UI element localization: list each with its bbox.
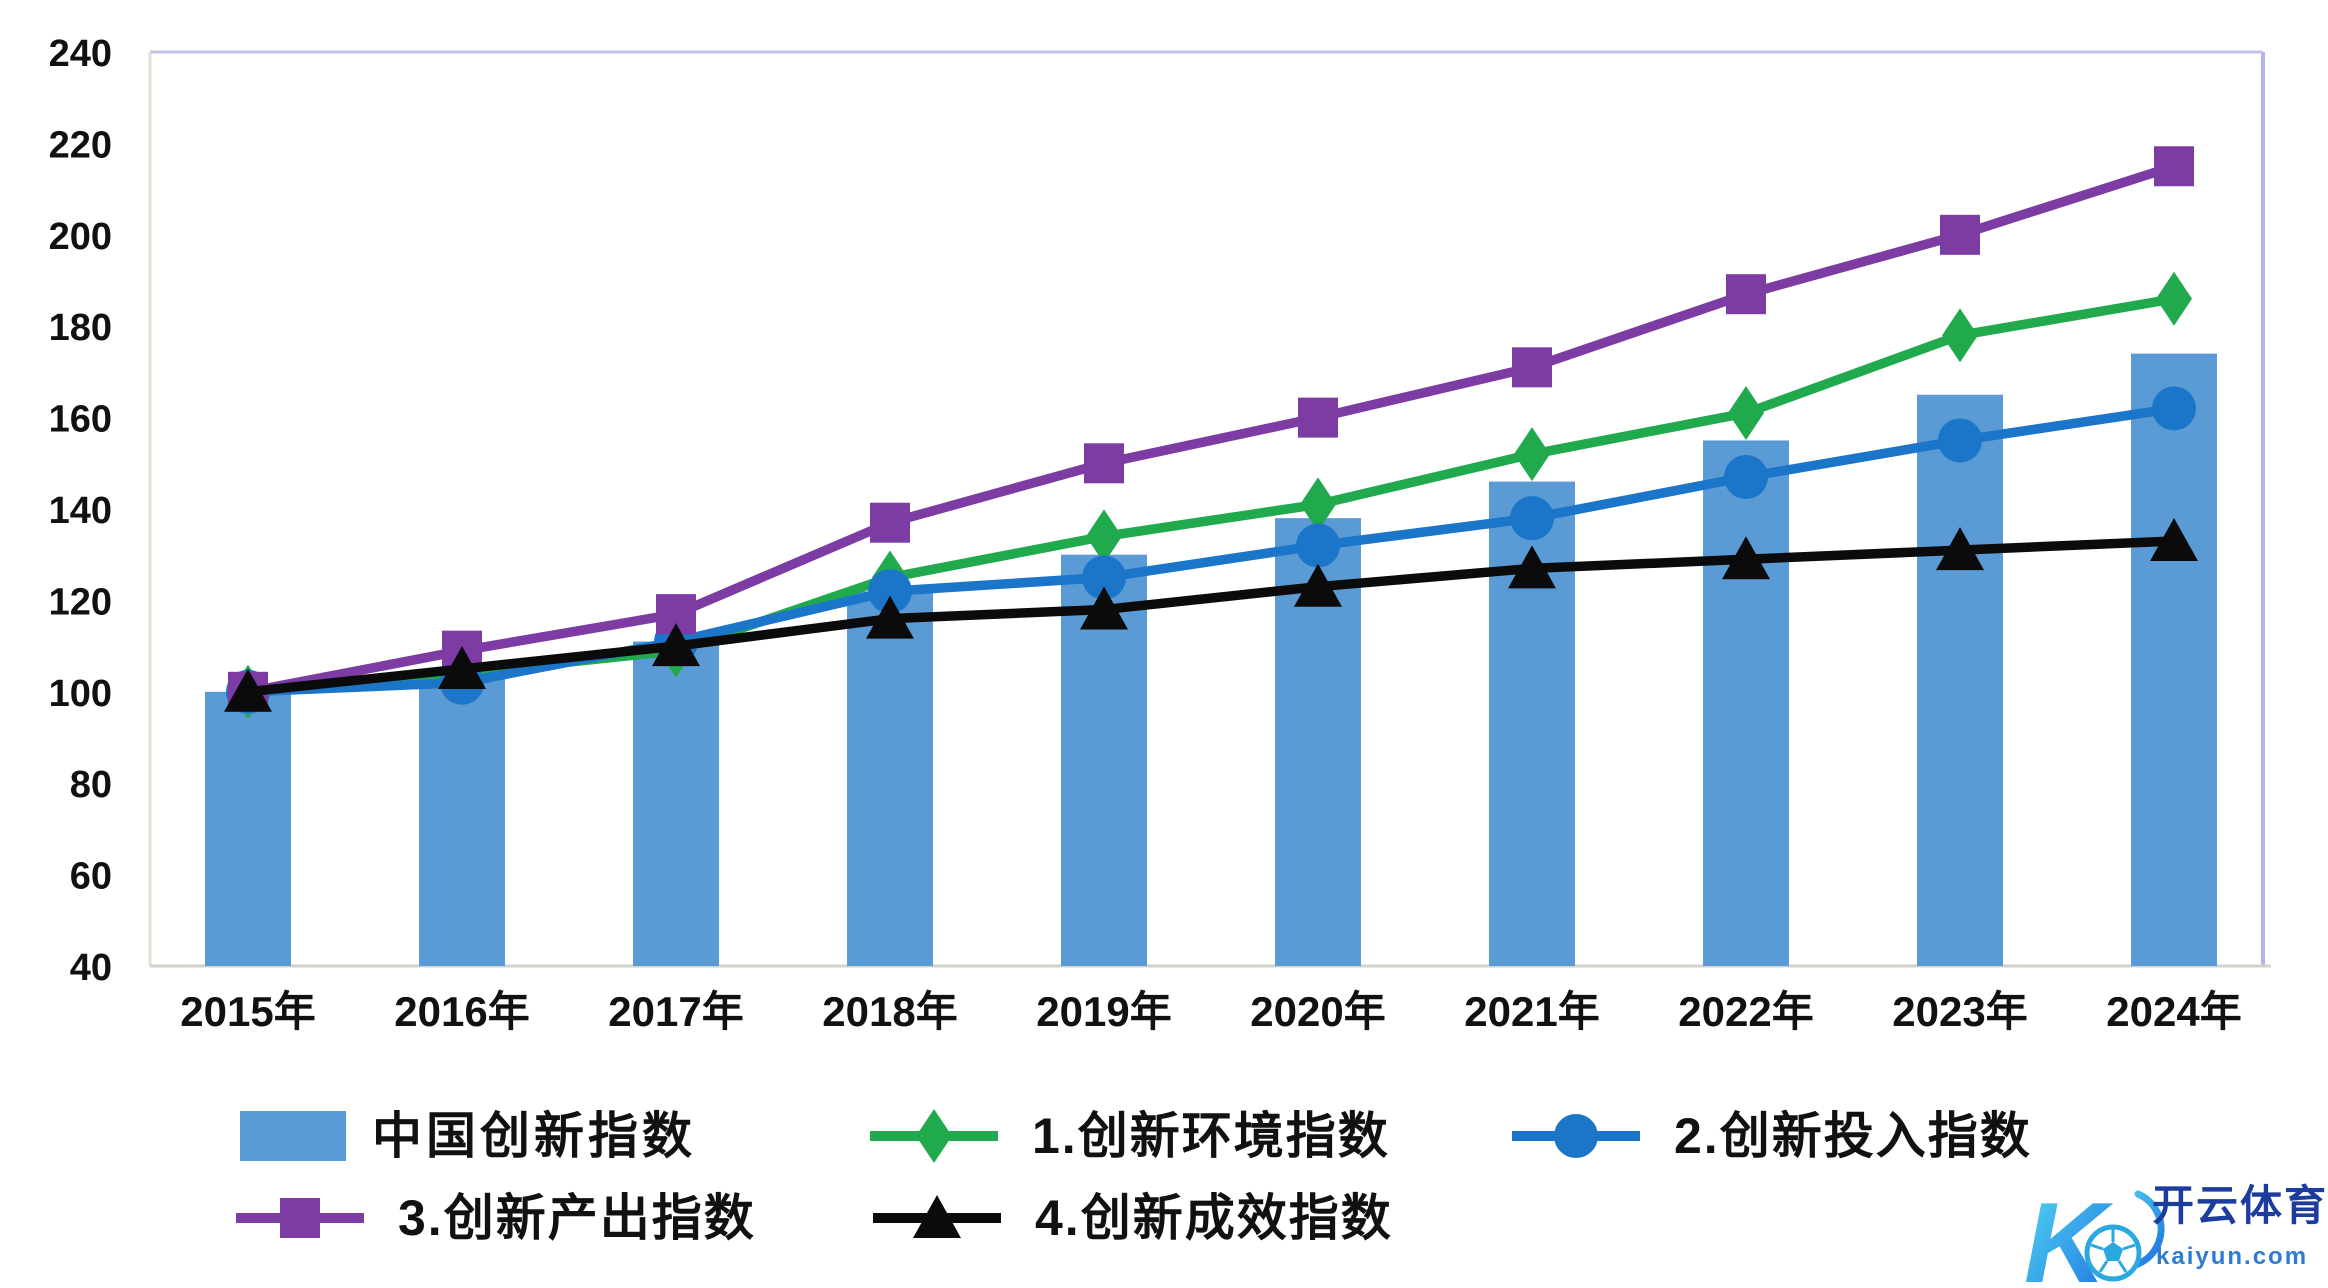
kaiyun-logo: K — [2024, 1180, 2165, 1288]
watermark[interactable]: K 开云体育 kaiyun.com — [2024, 1180, 2328, 1288]
x-axis: 2015年 2016年 2017年 2018年 2019年 2020年 2021… — [180, 988, 2241, 1035]
series-line — [243, 536, 2179, 697]
legend: 中国创新指数 1.创新环境指数 2.创新投入指数 3.创新产出指数 4.创新成效… — [236, 1108, 2032, 1246]
ball-seams — [2090, 1229, 2136, 1273]
bar — [419, 678, 505, 966]
line-series-3 — [228, 146, 2194, 712]
legend-label: 1.创新环境指数 — [1032, 1108, 1390, 1164]
x-axis-label: 2018年 — [822, 988, 957, 1035]
y-tick-label: 120 — [49, 581, 112, 623]
legend-label: 2.创新投入指数 — [1674, 1108, 2032, 1164]
diamond-marker — [1728, 386, 1764, 441]
y-tick-label: 240 — [49, 33, 112, 75]
legend-item: 2.创新投入指数 — [1512, 1108, 2032, 1164]
diamond-marker — [1300, 477, 1336, 532]
x-axis-label: 2015年 — [180, 988, 315, 1035]
y-tick-label: 80 — [70, 764, 112, 806]
y-tick-label: 60 — [70, 856, 112, 898]
bar-series — [205, 353, 2217, 966]
line-series-1 — [230, 271, 2192, 719]
legend-square-marker — [280, 1198, 320, 1238]
square-marker — [870, 502, 910, 543]
x-axis-label: 2019年 — [1036, 988, 1171, 1035]
y-tick-label: 180 — [49, 307, 112, 349]
circle-marker — [1938, 418, 1982, 463]
legend-label: 中国创新指数 — [372, 1108, 696, 1164]
x-axis-label: 2017年 — [608, 988, 743, 1035]
bar — [2131, 353, 2217, 966]
series-line — [243, 294, 2179, 697]
circle-marker — [1510, 496, 1554, 541]
diamond-marker — [1514, 427, 1550, 482]
legend-bar-swatch — [240, 1111, 346, 1161]
triangle-marker — [438, 645, 486, 689]
legend-item: 3.创新产出指数 — [236, 1190, 756, 1246]
y-tick-label: 200 — [49, 216, 112, 258]
legend-item: 1.创新环境指数 — [870, 1108, 1390, 1164]
legend-triangle-marker — [913, 1195, 961, 1238]
line-series-4 — [224, 517, 2198, 712]
square-marker — [2154, 146, 2194, 187]
watermark-domain: kaiyun.com — [2156, 1243, 2308, 1270]
square-marker — [1726, 274, 1766, 315]
triangle-marker — [1936, 527, 1984, 571]
x-axis-label: 2021年 — [1464, 988, 1599, 1035]
legend-item: 4.创新成效指数 — [873, 1190, 1393, 1246]
triangle-marker — [1294, 563, 1342, 607]
y-tick-label: 140 — [49, 490, 112, 532]
series-line — [243, 161, 2179, 697]
ball-pentagon — [2103, 1242, 2123, 1261]
y-tick-label: 160 — [49, 399, 112, 441]
square-marker — [1512, 347, 1552, 388]
x-axis-label: 2016年 — [394, 988, 529, 1035]
circle-marker — [1082, 555, 1126, 600]
triangle-marker — [1080, 586, 1128, 630]
circle-marker — [1296, 523, 1340, 568]
diamond-marker — [1942, 308, 1978, 363]
diamond-marker — [2156, 271, 2192, 326]
y-axis: 40 60 80 100 120 140 160 180 200 220 240 — [49, 33, 112, 989]
triangle-marker — [1722, 536, 1770, 580]
triangle-marker — [224, 668, 272, 712]
x-axis-label: 2023年 — [1892, 988, 2027, 1035]
legend-label: 3.创新产出指数 — [398, 1190, 756, 1246]
x-axis-label: 2024年 — [2106, 988, 2241, 1035]
y-tick-label: 100 — [49, 673, 112, 715]
triangle-marker — [866, 595, 914, 639]
triangle-marker — [1508, 545, 1556, 589]
x-axis-label: 2020年 — [1250, 988, 1385, 1035]
bar — [633, 641, 719, 966]
x-axis-label: 2022年 — [1678, 988, 1813, 1035]
legend-diamond-marker — [916, 1109, 952, 1163]
y-tick-label: 220 — [49, 124, 112, 166]
square-marker — [1084, 443, 1124, 484]
legend-circle-marker — [1554, 1114, 1598, 1158]
square-marker — [1298, 397, 1338, 438]
circle-marker — [2152, 386, 2196, 431]
circle-marker — [868, 569, 912, 614]
triangle-marker — [2150, 517, 2198, 561]
triangle-marker — [652, 623, 700, 667]
legend-label: 4.创新成效指数 — [1035, 1190, 1393, 1246]
square-marker — [1940, 214, 1980, 255]
bar — [1703, 440, 1789, 966]
legend-item: 中国创新指数 — [240, 1108, 696, 1164]
watermark-brand: 开云体育 — [2152, 1182, 2328, 1229]
bar — [205, 691, 291, 966]
diamond-marker — [1086, 509, 1122, 564]
bar — [1917, 394, 2003, 966]
bar — [847, 591, 933, 966]
y-tick-label: 40 — [70, 947, 112, 989]
circle-marker — [1724, 455, 1768, 500]
